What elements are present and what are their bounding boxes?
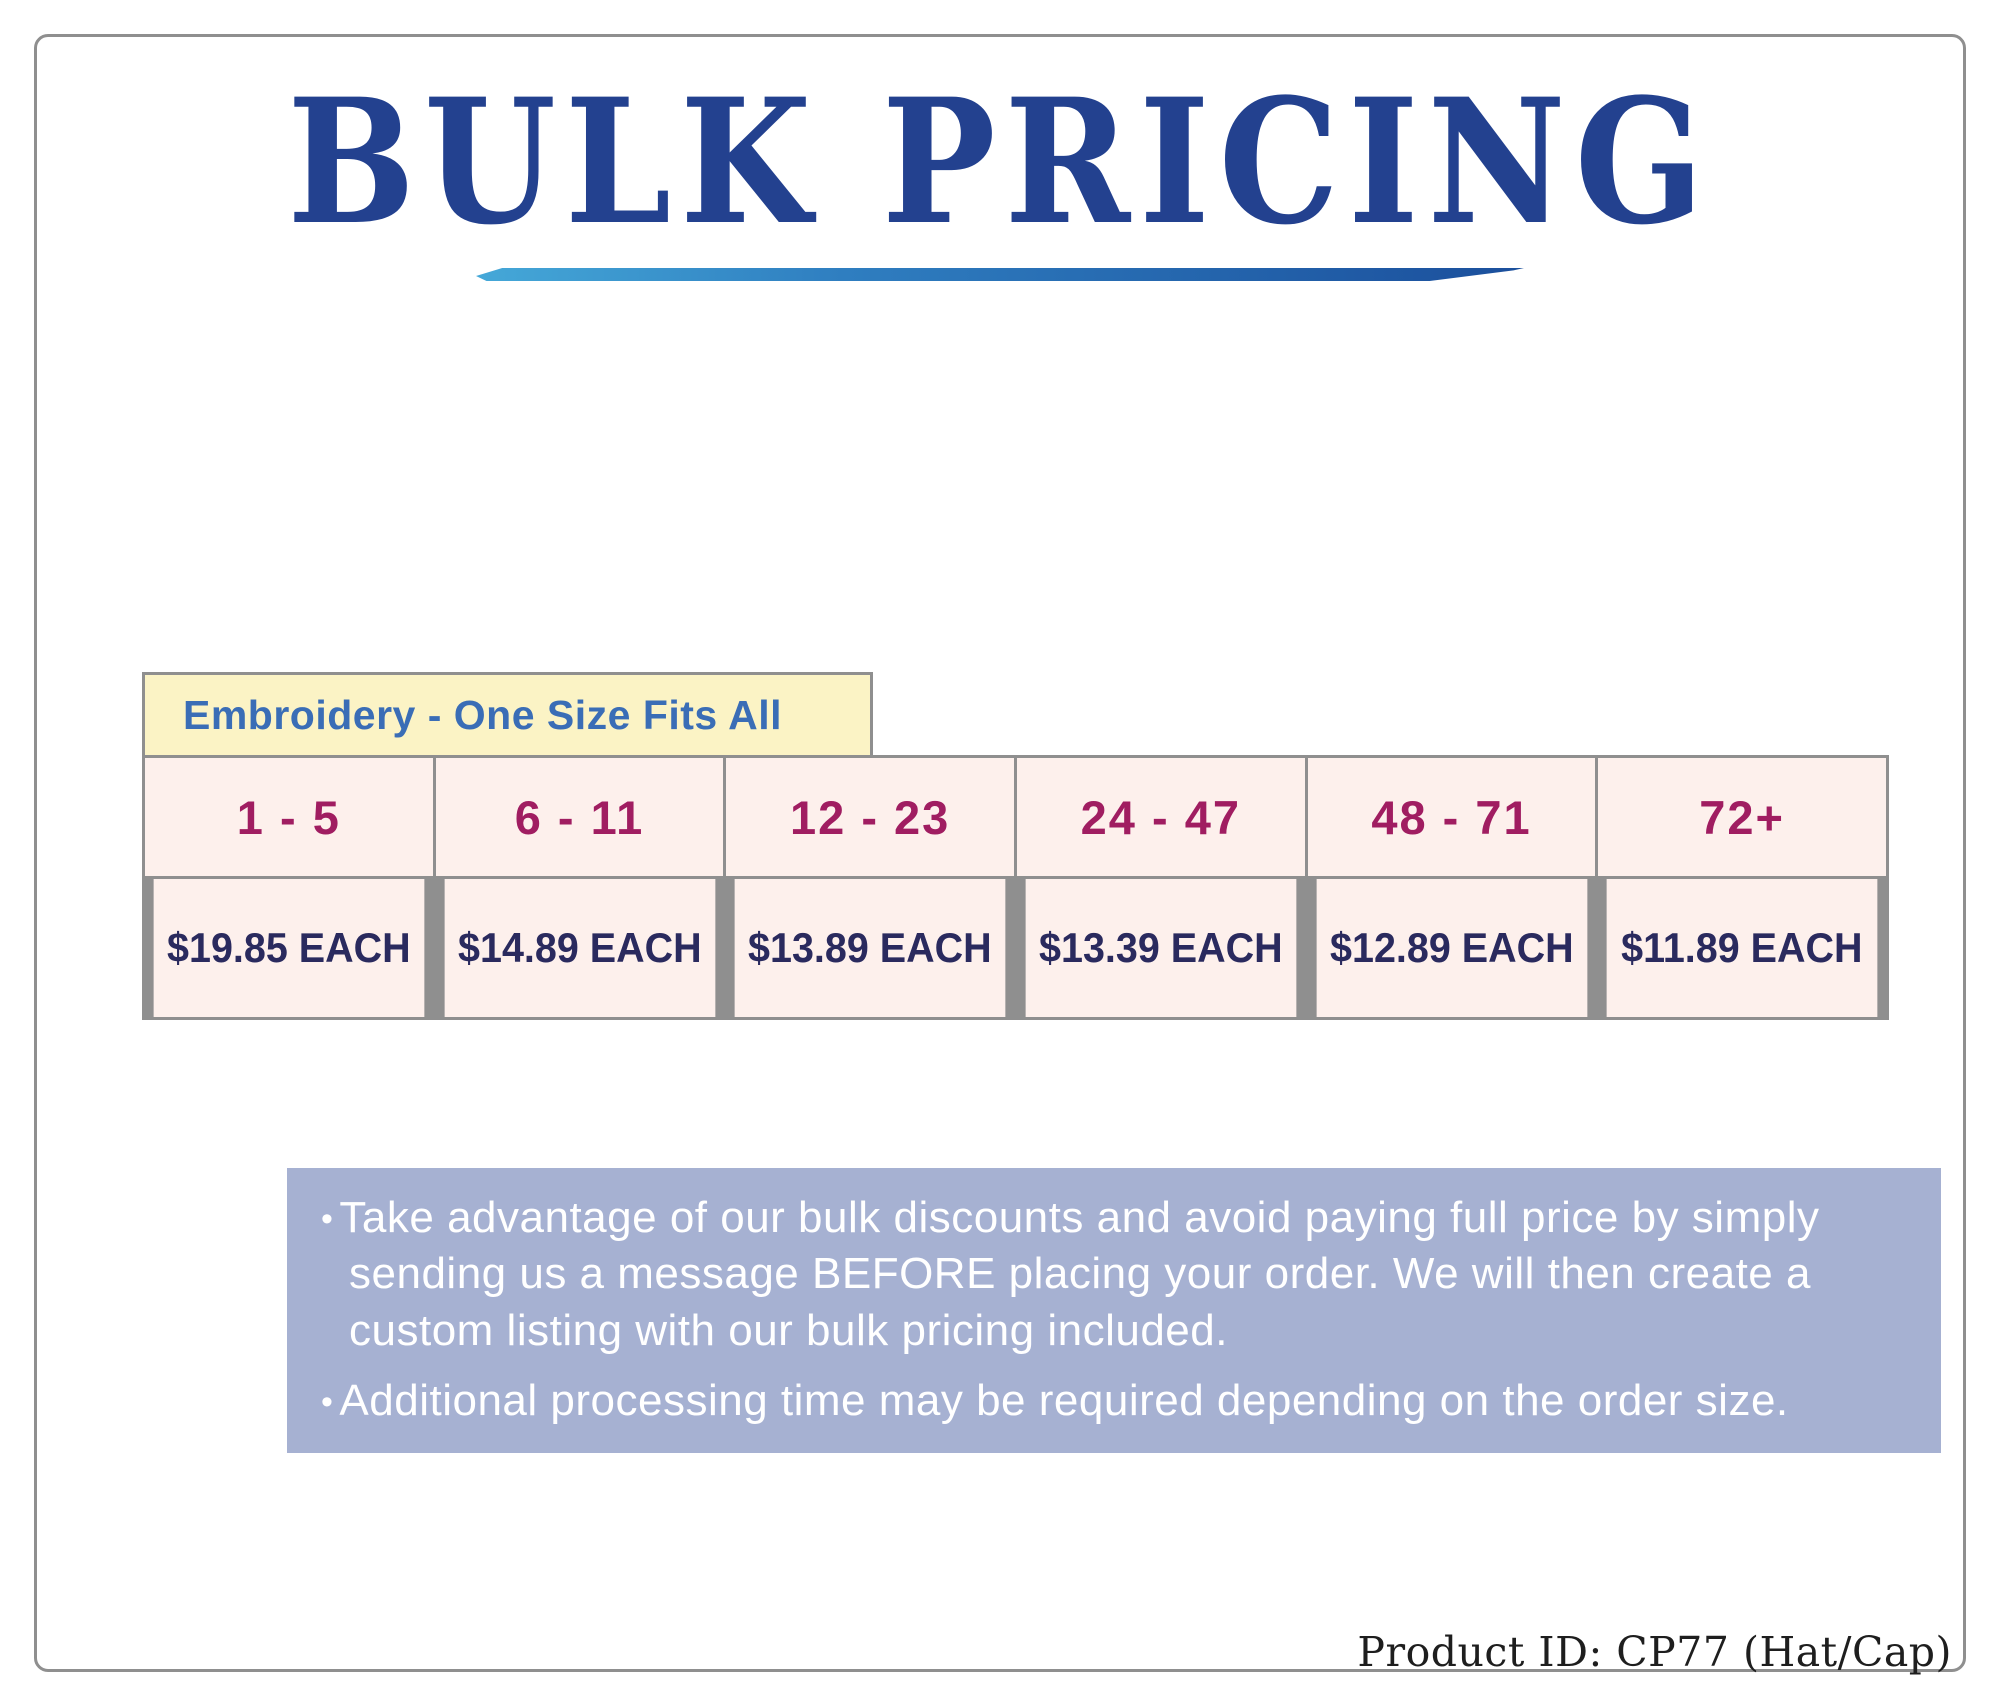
qty-range-cell: 6 - 11 — [435, 758, 724, 876]
qty-range-cell: 48 - 71 — [1307, 758, 1596, 876]
qty-range-cell: 72+ — [1598, 758, 1886, 876]
notes-box: Take advantage of our bulk discounts and… — [287, 1168, 1941, 1454]
qty-range-cell: 12 - 23 — [726, 758, 1014, 876]
price-cell: $19.85 EACH — [153, 879, 425, 1017]
price-cell: $12.89 EACH — [1316, 879, 1587, 1017]
note-item: Additional processing time may be requir… — [321, 1373, 1907, 1429]
product-id: Product ID: CP77 (Hat/Cap) — [1357, 1628, 1952, 1676]
price-cell: $13.39 EACH — [1025, 879, 1297, 1017]
qty-range-cell: 1 - 5 — [145, 758, 433, 876]
pricing-table-grid: 1 - 5 6 - 11 12 - 23 24 - 47 48 - 71 72+… — [142, 755, 1889, 1020]
page-title: BULK PRICING — [287, 60, 1713, 263]
pricing-table: Embroidery - One Size Fits All 1 - 5 6 -… — [142, 672, 1889, 1020]
title-underline — [476, 268, 1524, 281]
price-cell: $11.89 EACH — [1606, 879, 1878, 1017]
pricing-table-header: Embroidery - One Size Fits All — [142, 672, 873, 758]
qty-range-cell: 24 - 47 — [1016, 758, 1305, 876]
price-cell: $14.89 EACH — [444, 879, 715, 1017]
price-cell: $13.89 EACH — [734, 879, 1006, 1017]
note-item: Take advantage of our bulk discounts and… — [321, 1190, 1907, 1359]
